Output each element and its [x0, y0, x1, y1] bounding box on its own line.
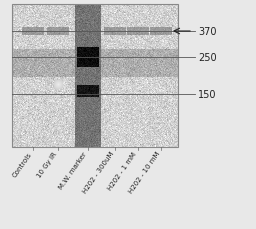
Text: 150: 150 — [198, 90, 217, 100]
Text: H202 - 10 mM: H202 - 10 mM — [128, 150, 161, 194]
Text: 10 Gy IR: 10 Gy IR — [36, 150, 58, 178]
Text: 250: 250 — [198, 53, 217, 63]
Text: 370: 370 — [198, 27, 217, 37]
Text: H202 - 300uM: H202 - 300uM — [82, 150, 115, 194]
Text: H202 - 1 mM: H202 - 1 mM — [107, 150, 138, 191]
Text: Controls: Controls — [12, 150, 33, 177]
Bar — [12, 5, 178, 147]
Text: M.W. marker: M.W. marker — [58, 150, 88, 189]
